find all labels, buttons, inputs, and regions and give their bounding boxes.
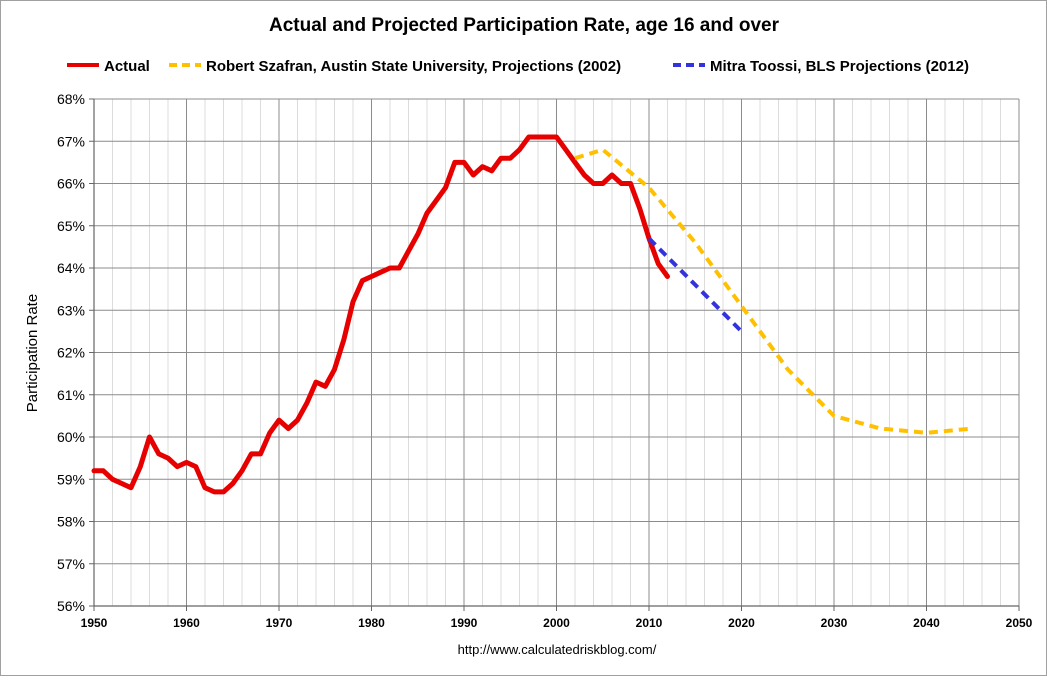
x-tick-label: 1970 xyxy=(266,616,293,630)
chart-title: Actual and Projected Participation Rate,… xyxy=(269,15,780,36)
y-tick-label: 56% xyxy=(57,598,85,614)
y-tick-label: 65% xyxy=(57,218,85,234)
source-url: http://www.calculatedriskblog.com/ xyxy=(458,642,657,657)
y-axis-label: Participation Rate xyxy=(24,294,41,412)
x-tick-label: 1990 xyxy=(451,616,478,630)
y-tick-label: 62% xyxy=(57,345,85,361)
x-tick-label: 2010 xyxy=(636,616,663,630)
legend-label-szafran: Robert Szafran, Austin State University,… xyxy=(206,58,621,75)
series-layer xyxy=(91,134,973,495)
x-tick-label: 1950 xyxy=(81,616,108,630)
legend-label-toossi: Mitra Toossi, BLS Projections (2012) xyxy=(710,58,969,75)
y-tick-label: 57% xyxy=(57,556,85,572)
series-szafran-line xyxy=(574,147,973,435)
y-axis-ticks: 56% 57% 58% 59% 60% 61% 62% 63% 64% 65% 66% 67% 68% xyxy=(57,91,94,614)
x-axis-ticks: 1950 1960 1970 1980 1990 2000 2010 2020 2030 2040… xyxy=(81,606,1033,630)
series-toossi-line xyxy=(647,236,743,333)
x-tick-label: 1960 xyxy=(173,616,200,630)
legend-label-actual: Actual xyxy=(104,58,150,75)
major-grid xyxy=(93,98,1020,607)
legend-item-actual: Actual xyxy=(67,58,150,75)
y-tick-label: 67% xyxy=(57,133,85,149)
x-tick-label: 2050 xyxy=(1006,616,1033,630)
y-tick-label: 64% xyxy=(57,260,85,276)
x-tick-label: 1980 xyxy=(358,616,385,630)
x-tick-label: 2020 xyxy=(728,616,755,630)
legend-item-szafran: Robert Szafran, Austin State University,… xyxy=(169,58,621,75)
y-tick-label: 68% xyxy=(57,91,85,107)
x-tick-label: 2040 xyxy=(913,616,940,630)
x-tick-label: 2000 xyxy=(543,616,570,630)
x-tick-label: 2030 xyxy=(821,616,848,630)
legend-item-toossi: Mitra Toossi, BLS Projections (2012) xyxy=(673,58,969,75)
y-tick-label: 66% xyxy=(57,176,85,192)
y-tick-label: 61% xyxy=(57,387,85,403)
y-tick-label: 63% xyxy=(57,302,85,318)
series-actual-line xyxy=(91,134,670,495)
y-tick-label: 58% xyxy=(57,514,85,530)
chart-legend: Actual Robert Szafran, Austin State Univ… xyxy=(67,58,969,75)
y-tick-label: 59% xyxy=(57,471,85,487)
y-tick-label: 60% xyxy=(57,429,85,445)
